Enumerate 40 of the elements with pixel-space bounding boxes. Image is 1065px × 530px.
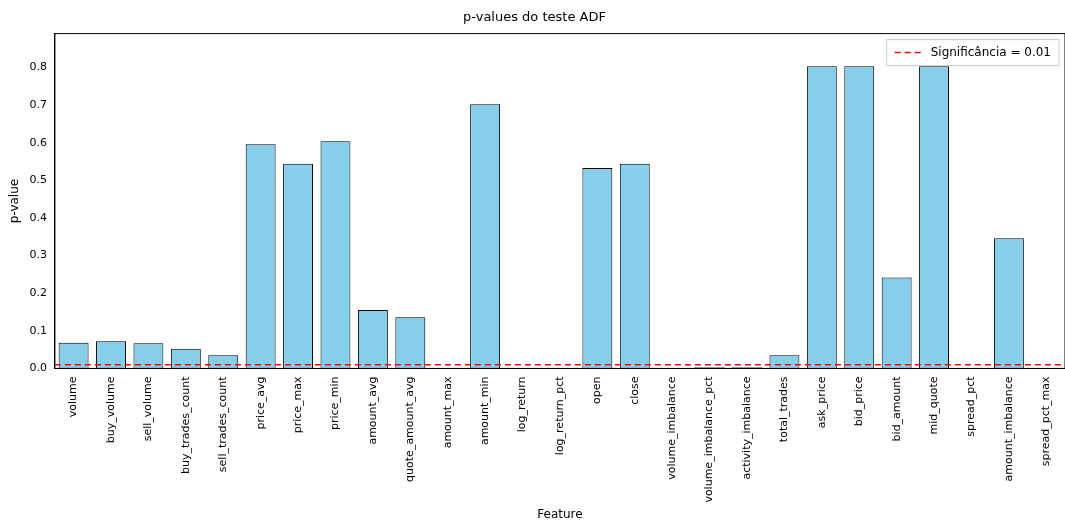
- x-tick-label: bid_price: [852, 376, 866, 427]
- x-tick-label: buy_volume: [103, 376, 117, 444]
- x-tick-label: volume_imbalance_pct: [702, 375, 716, 503]
- x-tick-label: close: [627, 376, 641, 405]
- x-tick-label: volume: [66, 376, 80, 418]
- y-tick-label: 0.5: [29, 173, 47, 187]
- y-tick-label: 0.3: [29, 248, 47, 262]
- y-tick-label: 0.1: [29, 323, 47, 337]
- y-tick-label: 0.8: [29, 60, 47, 74]
- x-tick-label: sell_trades_count: [216, 375, 230, 473]
- x-tick-label: amount_avg: [365, 376, 379, 445]
- x-tick-label: buy_trades_count: [178, 375, 192, 474]
- x-tick-label: activity_imbalance: [739, 376, 753, 480]
- x-tick-label: sell_volume: [141, 376, 155, 442]
- y-tick-label: 0.4: [29, 210, 47, 224]
- x-tick-label: price_avg: [253, 376, 267, 430]
- x-tick-label: quote_amount_avg: [403, 376, 417, 482]
- y-tick-label: 0.0: [29, 361, 47, 375]
- y-tick-label: 0.2: [29, 286, 47, 300]
- x-tick-label: price_max: [290, 375, 304, 434]
- x-tick-label: total_trades: [777, 376, 791, 443]
- x-tick-label: price_min: [328, 376, 342, 431]
- x-tick-label: mid_quote: [926, 376, 940, 435]
- x-tick-label: amount_min: [477, 376, 491, 446]
- y-tick-label: 0.7: [29, 97, 47, 111]
- x-tick-label: ask_price: [814, 376, 828, 429]
- x-tick-label: spread_pct: [964, 375, 978, 437]
- x-tick-label: spread_pct_max: [1039, 375, 1053, 467]
- x-tick-label: log_return: [515, 376, 529, 433]
- x-tick-label: open: [590, 376, 604, 404]
- chart-title: p-values do teste ADF: [463, 9, 606, 25]
- legend-label: Significância = 0.01: [930, 44, 1051, 59]
- y-tick-label: 0.6: [29, 135, 47, 149]
- x-tick-label: volume_imbalance: [665, 376, 679, 480]
- y-axis-title: p-value: [7, 178, 22, 224]
- x-axis-title: Feature: [537, 506, 583, 521]
- x-tick-label: amount_max: [440, 375, 454, 449]
- x-tick-label: bid_amount: [889, 375, 903, 442]
- x-tick-label: log_return_pct: [552, 375, 566, 456]
- x-tick-label: amount_imbalance: [1001, 376, 1015, 482]
